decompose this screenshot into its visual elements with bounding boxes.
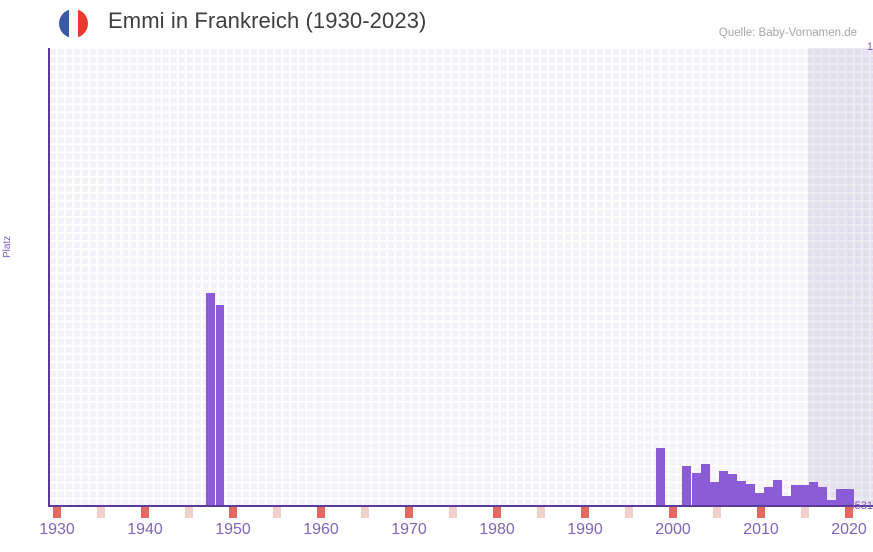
plot-area <box>49 48 873 506</box>
bar-2008 <box>746 484 755 506</box>
x-axis-label-1930: 1930 <box>39 521 75 538</box>
x-axis-label-1990: 1990 <box>567 521 603 538</box>
bar-2012 <box>782 496 791 506</box>
x-tick-major <box>141 507 149 518</box>
x-tick-minor <box>185 507 193 518</box>
y-axis-line <box>48 48 50 507</box>
bar-2019 <box>845 489 854 506</box>
x-tick-minor <box>537 507 545 518</box>
chart-title: Emmi in Frankreich (1930-2023) <box>108 8 427 33</box>
bar-2004 <box>710 482 719 506</box>
bar-2016 <box>818 487 827 506</box>
x-axis-label-2000: 2000 <box>655 521 691 538</box>
y-axis-tick-top: 1 <box>866 41 873 53</box>
bar-1943 <box>216 305 224 506</box>
y-axis-title: Platz <box>2 235 13 258</box>
flag-stripe-blue <box>59 9 69 38</box>
x-axis-label-1950: 1950 <box>215 521 251 538</box>
bar-2003 <box>701 464 710 506</box>
flag-stripe-white <box>68 9 79 38</box>
x-tick-major <box>581 507 589 518</box>
france-flag-icon <box>59 9 88 38</box>
bar-2015 <box>809 482 818 506</box>
grid-lines <box>49 48 873 506</box>
flag-stripe-red <box>78 9 88 38</box>
x-tick-major <box>757 507 765 518</box>
bar-2005 <box>719 471 728 506</box>
bar-2002 <box>692 473 701 506</box>
bar-2009 <box>755 493 764 506</box>
x-tick-major <box>669 507 677 518</box>
bar-2007 <box>737 481 746 506</box>
x-tick-major <box>229 507 237 518</box>
x-axis-label-1940: 1940 <box>127 521 163 538</box>
bar-2001 <box>682 466 691 506</box>
x-tick-minor <box>625 507 633 518</box>
x-tick-major <box>405 507 413 518</box>
x-axis-label-2010: 2010 <box>743 521 779 538</box>
chart-header: Emmi in Frankreich (1930-2023) Quelle: B… <box>0 0 873 44</box>
bar-2014 <box>800 485 809 506</box>
bar-1998 <box>656 448 665 506</box>
x-tick-major <box>317 507 325 518</box>
x-tick-minor <box>713 507 721 518</box>
x-tick-minor <box>801 507 809 518</box>
x-tick-minor <box>97 507 105 518</box>
y-axis-tick-bottom: 5531 <box>848 500 873 512</box>
bar-2017 <box>827 500 836 506</box>
x-axis-label-1970: 1970 <box>391 521 427 538</box>
bar-1942 <box>206 293 215 506</box>
x-axis-line <box>48 505 873 507</box>
source-attribution: Quelle: Baby-Vornamen.de <box>718 27 857 39</box>
x-axis-label-1980: 1980 <box>479 521 515 538</box>
bar-2006 <box>728 474 737 506</box>
x-tick-major <box>493 507 501 518</box>
bar-2013 <box>791 485 800 506</box>
x-axis-tick-marks <box>49 507 873 518</box>
x-axis-label-1960: 1960 <box>303 521 339 538</box>
x-tick-minor <box>449 507 457 518</box>
bar-2010 <box>764 487 773 506</box>
x-tick-minor <box>361 507 369 518</box>
bar-2011 <box>773 480 782 506</box>
x-tick-major <box>53 507 61 518</box>
x-axis-tick-labels: 1930 1940 1950 1960 1970 1980 1990 2000 2010 2020 <box>39 521 873 545</box>
x-tick-major <box>845 507 853 518</box>
bar-2018 <box>836 489 845 506</box>
bar-series <box>49 48 873 506</box>
shaded-recent-years-region <box>808 48 873 506</box>
x-axis-label-2020: 2020 <box>831 521 867 538</box>
x-tick-minor <box>273 507 281 518</box>
